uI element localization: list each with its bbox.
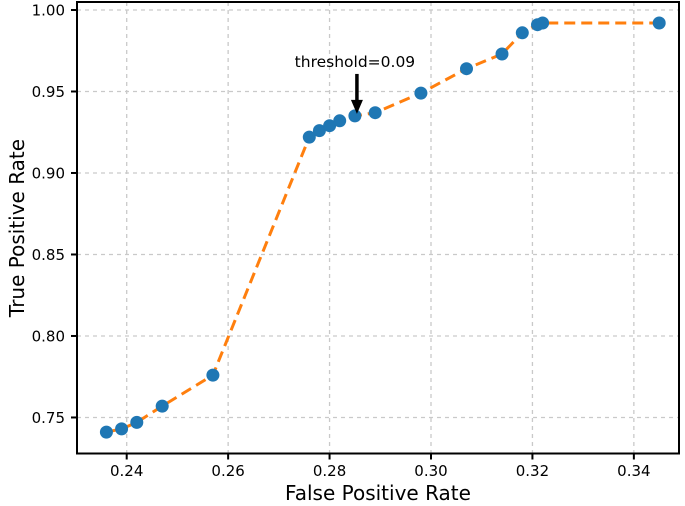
x-axis-label: False Positive Rate [285,481,471,505]
series-layer [99,16,666,439]
data-point [536,16,550,30]
y-tick-label: 0.95 [32,83,65,101]
data-point [206,368,220,382]
data-point [302,130,316,144]
tick-layer: 0.24 0.26 0.28 0.30 0.32 0.34 0.75 0.80 0.85 0.90… [32,1,651,480]
x-tick-label: 0.26 [211,462,244,480]
y-tick-label: 1.00 [32,1,65,19]
x-tick-label: 0.30 [414,462,447,480]
data-point [348,109,362,123]
data-point [115,422,129,436]
arrow-head [350,99,363,114]
data-point [99,425,113,439]
y-tick-label: 0.90 [32,164,65,182]
x-tick-label: 0.24 [110,462,143,480]
y-tick-label: 0.75 [32,409,65,427]
annotation-arrow [350,73,363,114]
y-tick-label: 0.80 [32,327,65,345]
data-point [460,62,473,76]
threshold-annotation: threshold=0.09 [295,53,416,114]
data-point [652,16,666,30]
plot-border [76,1,680,455]
x-tick-label: 0.28 [313,462,346,480]
data-point [333,114,347,128]
threshold-annotation-text: threshold=0.09 [295,53,416,71]
y-tick-label: 0.85 [32,246,65,264]
data-point [312,124,326,138]
data-point [414,86,428,100]
y-axis-label: True Positive Rate [5,139,29,318]
data-point [368,106,382,120]
data-point [130,415,144,429]
data-point [155,399,169,413]
data-point [495,47,509,61]
grid-layer [77,2,679,454]
x-tick-label: 0.34 [617,462,650,480]
x-tick-label: 0.32 [516,462,549,480]
data-point [515,26,529,40]
roc-line [106,21,660,434]
data-point [323,119,337,133]
